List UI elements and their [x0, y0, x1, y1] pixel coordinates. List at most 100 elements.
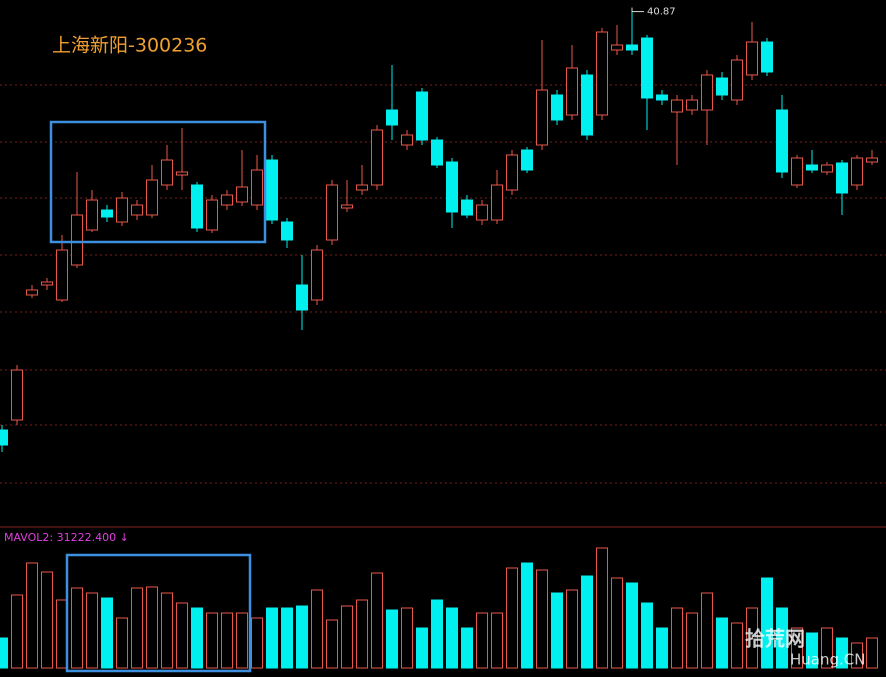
candle-body — [611, 44, 623, 51]
volume-bar — [866, 637, 878, 669]
volume-bar — [101, 597, 113, 669]
candle-body — [716, 77, 728, 96]
candle-body — [566, 67, 578, 116]
volume-bar — [686, 612, 698, 669]
highlight-box — [49, 120, 267, 244]
volume-bar — [386, 609, 398, 669]
candle-body — [536, 89, 548, 146]
candle-body — [686, 99, 698, 111]
volume-label: MAVOL2: 31222.400 ↓ — [4, 531, 129, 544]
volume-bar — [11, 594, 23, 669]
candle-body — [0, 429, 8, 446]
volume-bar — [776, 607, 788, 669]
candle-body — [131, 204, 143, 216]
volume-bar — [851, 642, 863, 669]
candle-body — [521, 149, 533, 171]
volume-bar — [701, 592, 713, 669]
volume-bar — [581, 575, 593, 669]
candle-body — [311, 249, 323, 301]
candle-body — [221, 194, 233, 206]
candle-body — [176, 171, 188, 176]
candle-body — [281, 221, 293, 241]
candle-body — [446, 161, 458, 213]
volume-bar — [821, 627, 833, 669]
candle-body — [206, 199, 218, 231]
candle-body — [341, 204, 353, 209]
candle-body — [11, 369, 23, 421]
candle-body — [191, 184, 203, 229]
candle-body — [866, 157, 878, 163]
volume-bar — [296, 605, 308, 669]
volume-bar — [251, 617, 263, 669]
candle-body — [41, 281, 53, 286]
volume-bar — [236, 612, 248, 669]
volume-bar — [836, 637, 848, 669]
volume-bar — [206, 612, 218, 669]
volume-bar — [131, 587, 143, 669]
volume-bar — [191, 607, 203, 669]
candle-body — [671, 99, 683, 113]
volume-bar — [716, 617, 728, 669]
candle-body — [371, 129, 383, 186]
volume-bar — [116, 617, 128, 669]
candle-body — [266, 159, 278, 221]
volume-bar — [281, 607, 293, 669]
volume-bar — [761, 577, 773, 669]
candle-body — [401, 134, 413, 146]
candle-body — [476, 204, 488, 221]
candle-body — [761, 41, 773, 73]
volume-bar — [566, 589, 578, 669]
watermark: Huang.CN — [790, 651, 865, 669]
candle-body — [236, 186, 248, 203]
candle-body — [746, 41, 758, 76]
volume-bar — [671, 607, 683, 669]
volume-bar — [26, 562, 38, 669]
marks: 40.87 — [0, 7, 878, 669]
volume-bar — [731, 622, 743, 669]
volume-bar — [416, 627, 428, 669]
volume-bar — [401, 607, 413, 669]
candle-body — [386, 109, 398, 126]
volume-bar — [806, 632, 818, 669]
volume-bar — [341, 605, 353, 669]
candle-body — [806, 164, 818, 171]
volume-bar — [446, 607, 458, 669]
candle-body — [161, 159, 173, 186]
volume-bar — [41, 571, 53, 669]
volume-bar — [491, 612, 503, 669]
chart-title: 上海新阳-300236 — [52, 35, 207, 57]
candle-body — [461, 199, 473, 216]
volume-bar — [476, 612, 488, 669]
candle-body — [551, 94, 563, 121]
max-label: 40.87 — [647, 7, 676, 18]
candle-body — [581, 74, 593, 136]
candle-body — [296, 284, 308, 311]
candle-body — [506, 154, 518, 191]
candle-body — [431, 139, 443, 166]
candle-body — [731, 59, 743, 101]
volume-bar — [506, 567, 518, 669]
volume-bar — [356, 599, 368, 669]
volume-bar — [371, 572, 383, 669]
volume-bar — [0, 637, 8, 669]
candle-body — [491, 184, 503, 221]
candle-body — [836, 162, 848, 194]
volume-bar — [431, 599, 443, 669]
candle-body — [356, 184, 368, 191]
volume-bar — [536, 569, 548, 669]
volume-bar — [161, 592, 173, 669]
candle-body — [821, 164, 833, 173]
candle-body — [101, 209, 113, 218]
volume-bar — [641, 602, 653, 669]
candle-body — [71, 214, 83, 266]
volume-bar — [791, 627, 803, 669]
volume-bar — [626, 582, 638, 669]
candle-body — [626, 44, 638, 51]
volume-bar — [176, 602, 188, 669]
candle-body — [251, 169, 263, 206]
volume-bar — [746, 607, 758, 669]
candle-body — [776, 109, 788, 173]
candle-body — [86, 199, 98, 231]
volume-bar — [311, 589, 323, 669]
